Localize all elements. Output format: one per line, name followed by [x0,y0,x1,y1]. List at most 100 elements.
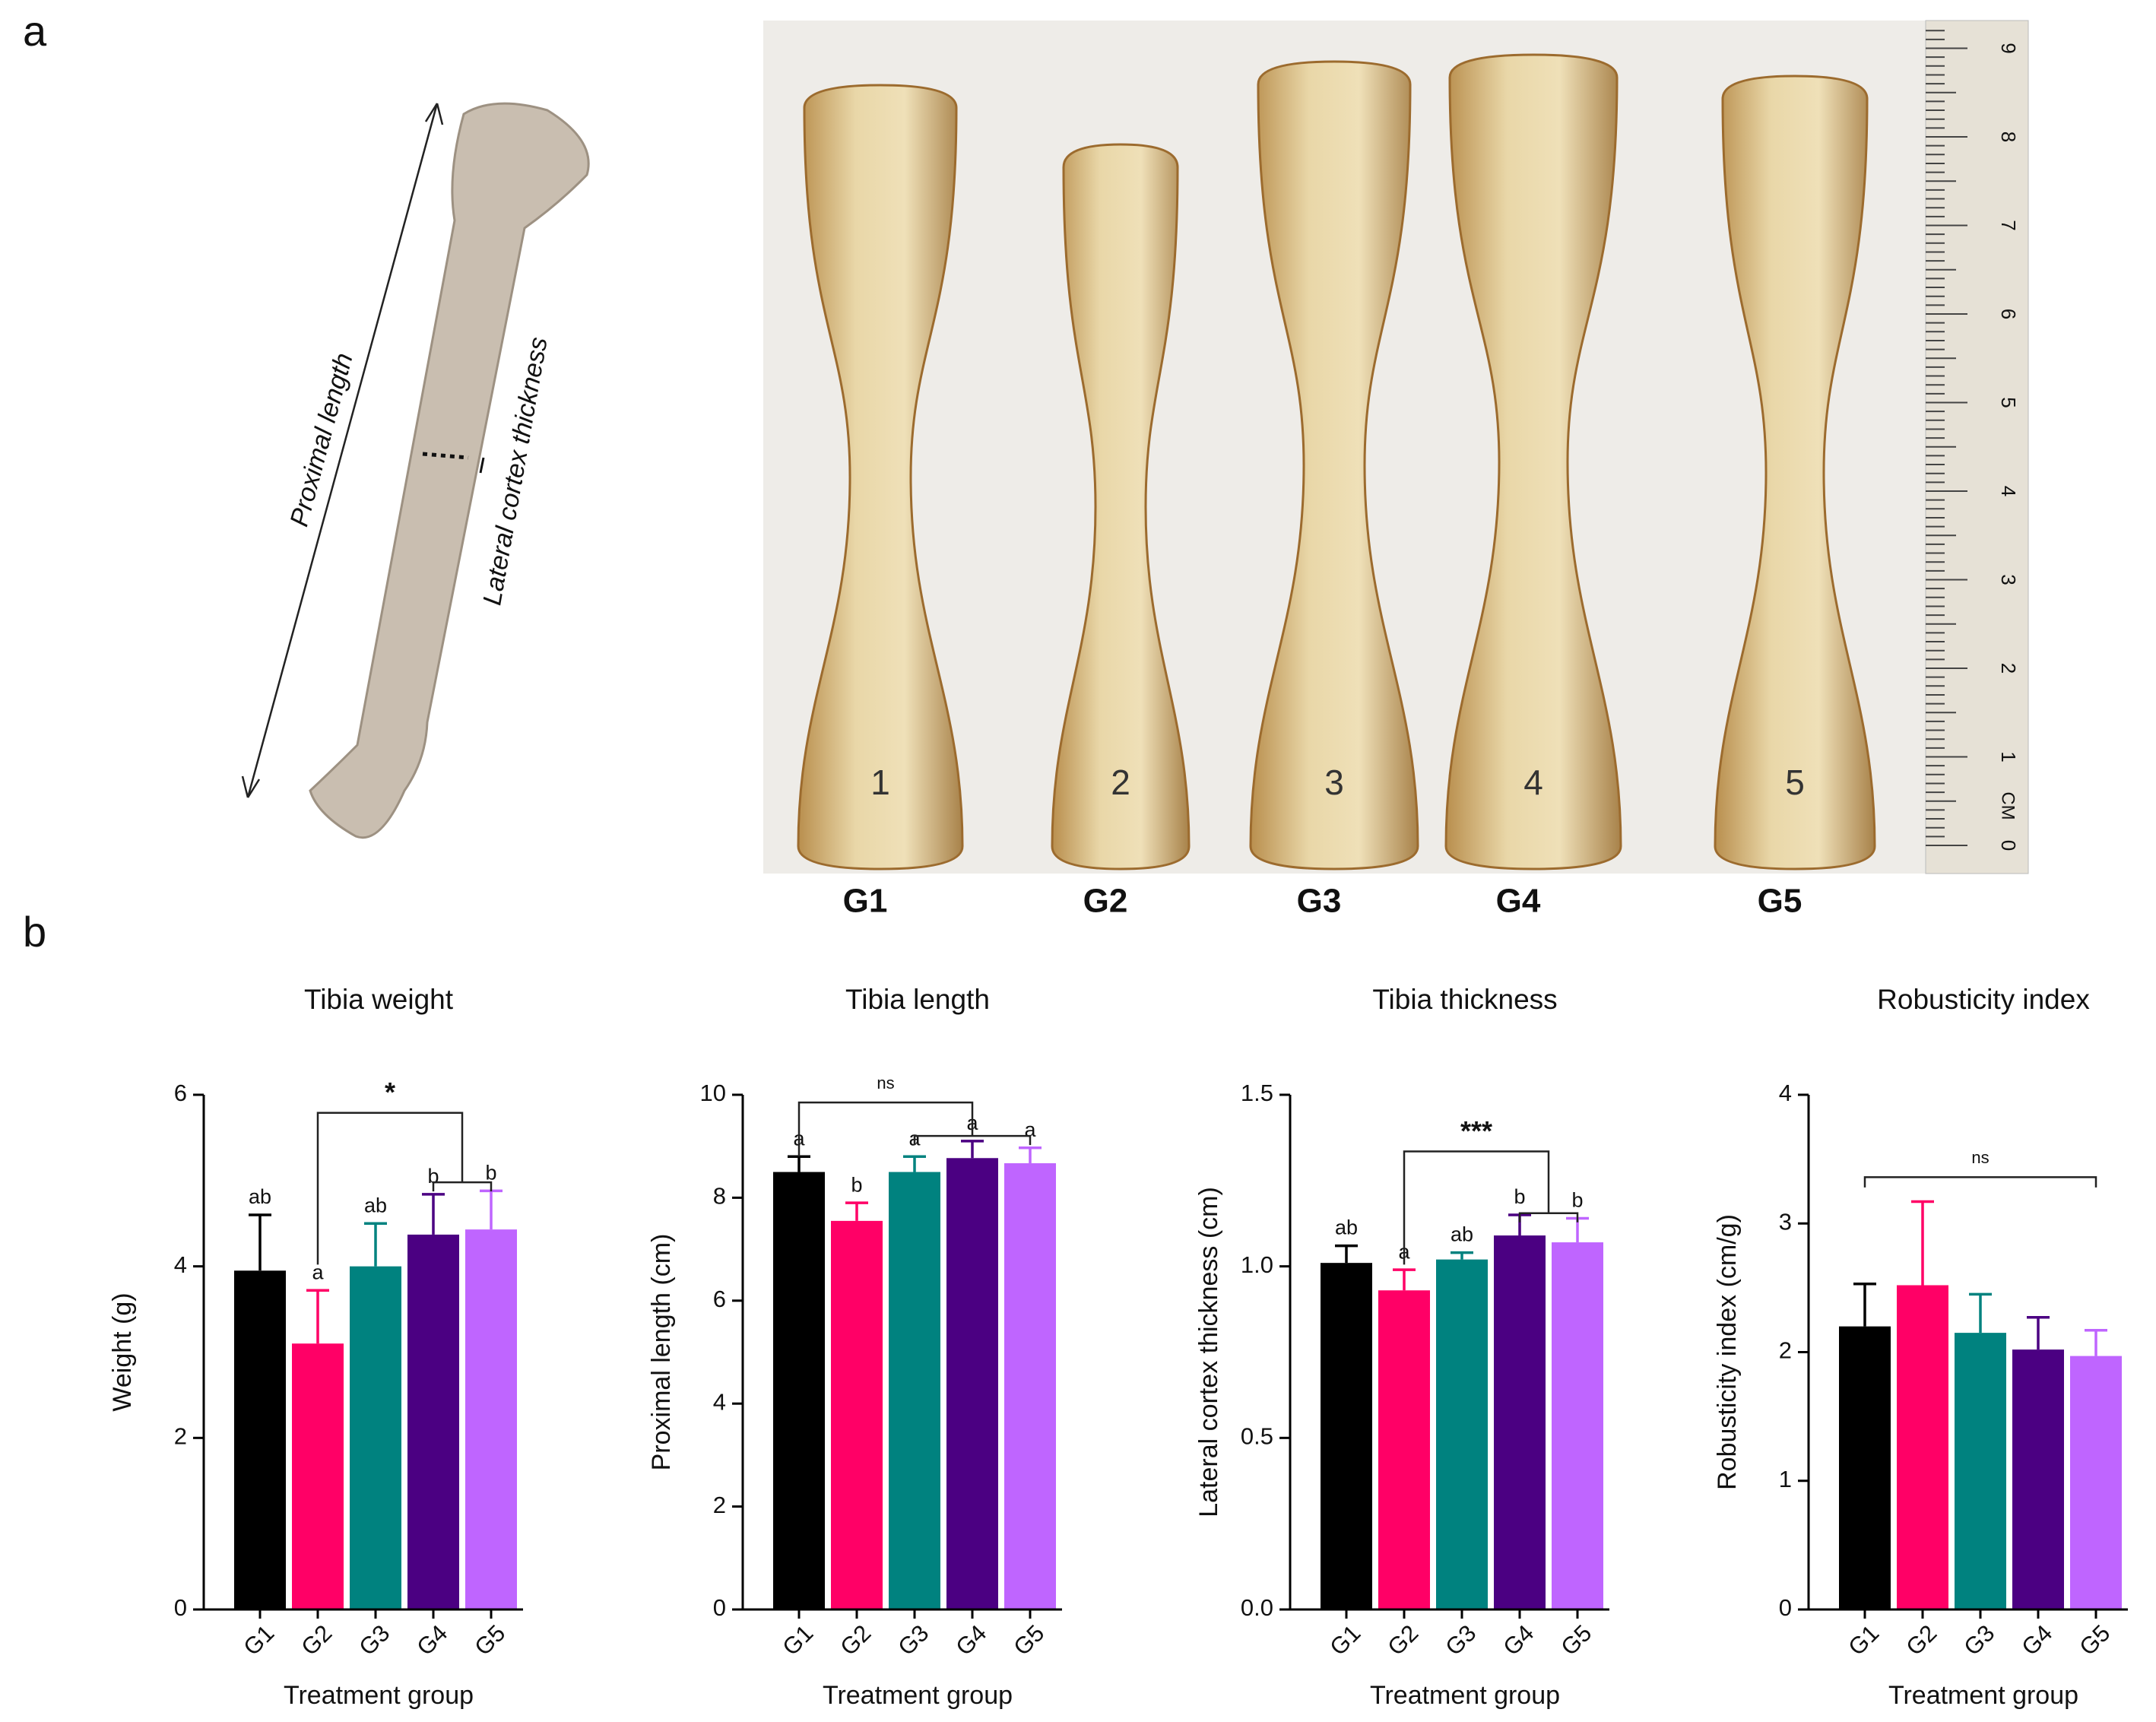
bar [2012,1349,2064,1609]
bar [1839,1326,1891,1609]
bar [1955,1333,2006,1609]
y-tick-label: 0.5 [1241,1423,1273,1450]
bone-number: 3 [1324,763,1344,802]
group-label: G3 [1297,883,1342,920]
group-letter: ab [249,1185,271,1208]
x-tick-label: G1 [238,1619,279,1660]
bar [1436,1259,1488,1609]
x-tick-label: G5 [1555,1619,1596,1660]
bone-photo [1051,143,1191,871]
significance-bracket [913,1134,1032,1146]
y-tick-label: 4 [174,1251,187,1278]
photo: 1 G1 2 G2 3 G3 4 G4 5 G5 0 1 2 3 4 5 6 7 8 9 CM [797,30,2020,920]
bone-number: 5 [1785,763,1805,802]
bar [1552,1242,1603,1609]
group-letter: b [485,1161,496,1184]
y-tick-label: 1.5 [1241,1080,1273,1106]
y-tick-label: 0 [713,1594,726,1621]
ruler-label: 1 [1997,751,2020,762]
x-tick-label: G1 [1324,1619,1365,1660]
bar [350,1266,401,1609]
significance: ns [1971,1148,1989,1167]
chart-title: Robusticity index [1877,984,2090,1015]
bar [2070,1356,2122,1609]
significance-bracket [1403,1150,1550,1265]
significance: *** [1460,1115,1492,1146]
ruler-label: 9 [1997,43,2020,53]
group-letter: ab [1451,1223,1473,1246]
bar [465,1229,517,1609]
panel-label: b [23,908,46,956]
significance-bracket [432,1181,493,1192]
illustration-label: Proximal length [284,350,358,529]
x-tick-label: G5 [469,1619,510,1660]
chart-title: Tibia weight [304,984,454,1015]
group-label: G4 [1496,883,1541,920]
group-letter: a [312,1261,324,1283]
bone-photo [797,84,964,871]
significance: * [385,1077,395,1108]
significance-bracket [1518,1212,1579,1223]
group-letter: ab [1335,1216,1358,1239]
y-tick-label: 2 [174,1423,187,1450]
y-tick-label: 2 [713,1492,726,1518]
y-axis-label: Proximal length (cm) [647,1234,676,1471]
bar [292,1343,344,1609]
group-label: G1 [843,883,888,920]
x-tick-label: G4 [1498,1619,1539,1660]
x-tick-label: G4 [2016,1619,2057,1660]
ruler-label: 7 [1997,220,2020,230]
significance-bracket [316,1112,464,1265]
y-tick-label: 0 [1779,1594,1792,1621]
x-tick-label: G4 [950,1619,991,1660]
ruler-label: 0 [1997,840,2020,851]
x-tick-label: G5 [1008,1619,1049,1660]
y-tick-label: 0.0 [1241,1594,1273,1621]
y-axis-label: Lateral cortex thickness (cm) [1194,1187,1223,1517]
panel-label: a [23,7,47,55]
bar [407,1234,459,1609]
bar [1004,1163,1056,1609]
ruler-label: 3 [1997,574,2020,585]
group-label: G5 [1758,883,1802,920]
x-tick-label: G1 [777,1619,818,1660]
x-axis-label: Treatment group [1888,1681,2078,1710]
x-tick-label: G2 [1382,1619,1423,1660]
x-tick-label: G1 [1843,1619,1884,1660]
bar [889,1172,940,1609]
y-axis-label: Robusticity index (cm/g) [1713,1214,1742,1490]
x-tick-label: G3 [893,1619,934,1660]
y-tick-label: 1.0 [1241,1251,1273,1278]
x-tick-label: G2 [835,1619,876,1660]
y-tick-label: 2 [1779,1337,1792,1364]
group-label: G2 [1083,883,1128,920]
y-tick-label: 4 [713,1388,726,1415]
bone-number: 1 [870,763,890,802]
bar [831,1220,883,1609]
group-letter: ab [364,1194,387,1216]
bar [773,1172,825,1609]
x-tick-label: G3 [1440,1619,1481,1660]
bar [1321,1263,1372,1609]
y-tick-label: 6 [174,1080,187,1106]
group-letter: b [851,1173,862,1196]
chart-title: Tibia length [845,984,990,1015]
x-tick-label: G3 [1958,1619,1999,1660]
y-tick-label: 6 [713,1286,726,1312]
group-letter: b [1571,1189,1583,1212]
significance: ns [877,1073,894,1093]
ruler-label: 5 [1997,397,2020,408]
chart-title: Tibia thickness [1372,984,1557,1015]
ruler-label: 6 [1997,309,2020,319]
y-tick-label: 10 [700,1080,726,1106]
bar [1494,1235,1546,1609]
x-tick-label: G3 [354,1619,395,1660]
bar [234,1270,286,1609]
x-tick-label: G2 [296,1619,337,1660]
y-tick-label: 4 [1779,1080,1792,1106]
y-tick-label: 3 [1779,1208,1792,1235]
length-arrow [246,103,439,798]
y-tick-label: 1 [1779,1466,1792,1492]
x-tick-label: G2 [1901,1619,1942,1660]
ruler-label: 2 [1997,663,2020,674]
